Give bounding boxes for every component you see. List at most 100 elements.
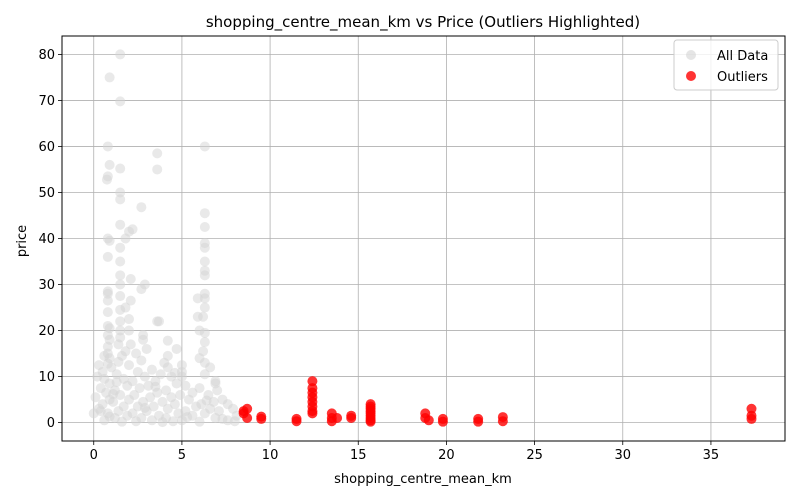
all-data-point (150, 381, 161, 392)
all-data-point (180, 380, 191, 391)
legend-box (673, 39, 779, 91)
all-data-point (199, 208, 210, 219)
all-data-point (145, 392, 156, 403)
all-data-point (102, 251, 113, 262)
all-data-point (161, 385, 172, 396)
x-tick-label: 5 (178, 448, 186, 463)
all-data-point (162, 362, 173, 373)
outlier-point (365, 416, 376, 427)
all-data-point (157, 417, 168, 428)
all-data-point (153, 316, 164, 327)
legend: All Data Outliers (673, 39, 779, 91)
all-data-point (124, 325, 135, 336)
all-data-point (115, 242, 126, 253)
all-data-point (183, 394, 194, 405)
all-data-point (131, 348, 142, 359)
outlier-point (423, 415, 434, 426)
all-data-point (162, 403, 173, 414)
all-data-point (115, 219, 126, 230)
all-data-point (205, 362, 216, 373)
outlier-point (473, 416, 484, 427)
legend-marker-all-data (686, 50, 696, 60)
series-all-data (88, 49, 242, 428)
legend-label-all-data: All Data (717, 49, 768, 64)
all-data-point (171, 343, 182, 354)
all-data-point (106, 362, 117, 373)
y-tick-label: 0 (47, 416, 55, 431)
all-data-point (182, 412, 193, 423)
all-data-point (141, 343, 152, 354)
x-tick-label: 20 (438, 448, 455, 463)
all-data-point (201, 395, 212, 406)
y-tick-label: 10 (38, 370, 55, 385)
all-data-point (199, 141, 210, 152)
all-data-point (115, 270, 126, 281)
all-data-point (139, 371, 150, 382)
all-data-point (199, 256, 210, 267)
all-data-point (115, 316, 126, 327)
all-data-point (199, 369, 210, 380)
all-data-point (199, 293, 210, 304)
x-tick-label: 35 (703, 448, 720, 463)
all-data-point (102, 141, 113, 152)
all-data-point (102, 288, 113, 299)
all-data-point (136, 202, 147, 213)
all-data-point (134, 383, 145, 394)
all-data-point (138, 334, 149, 345)
x-tick-label: 0 (90, 448, 98, 463)
all-data-point (136, 355, 147, 366)
outlier-point (307, 408, 318, 419)
all-data-point (115, 49, 126, 60)
all-data-point (131, 416, 142, 427)
x-axis-label: shopping_centre_mean_km (334, 472, 512, 487)
x-tick-label: 15 (350, 448, 367, 463)
all-data-point (99, 350, 110, 361)
all-data-point (122, 380, 133, 391)
x-tick-label: 10 (262, 448, 279, 463)
all-data-point (199, 408, 210, 419)
all-data-point (199, 270, 210, 281)
all-data-point (229, 416, 240, 427)
all-data-point (194, 383, 205, 394)
all-data-point (212, 385, 223, 396)
outlier-point (291, 416, 302, 427)
all-data-point (152, 148, 163, 159)
all-data-point (125, 295, 136, 306)
x-axis-ticks: 0 5 10 15 20 25 30 35 (90, 441, 720, 463)
y-tick-label: 50 (38, 186, 55, 201)
x-tick-label: 25 (526, 448, 543, 463)
all-data-point (102, 341, 113, 352)
all-data-point (146, 415, 157, 426)
outlier-point (497, 416, 508, 427)
all-data-point (108, 396, 119, 407)
data-points (88, 49, 757, 428)
all-data-point (104, 159, 115, 170)
outlier-point (746, 413, 757, 424)
all-data-point (199, 242, 210, 253)
x-tick-label: 30 (614, 448, 631, 463)
all-data-point (101, 174, 112, 185)
all-data-point (95, 406, 106, 417)
all-data-point (113, 356, 124, 367)
all-data-point (125, 274, 136, 284)
grid-lines (62, 36, 785, 441)
all-data-point (120, 233, 131, 244)
y-tick-label: 40 (38, 232, 55, 247)
all-data-point (124, 314, 135, 325)
all-data-point (171, 378, 182, 389)
all-data-point (217, 413, 228, 424)
all-data-point (115, 256, 126, 267)
all-data-point (115, 304, 126, 315)
all-data-point (132, 366, 143, 377)
all-data-point (111, 369, 122, 380)
all-data-point (104, 72, 115, 83)
chart-title: shopping_centre_mean_km vs Price (Outlie… (206, 13, 640, 32)
y-tick-label: 30 (38, 278, 55, 293)
all-data-point (192, 311, 203, 322)
all-data-point (124, 360, 135, 371)
all-data-point (169, 367, 180, 378)
outlier-point (256, 413, 267, 424)
series-outliers (238, 376, 757, 427)
all-data-point (157, 396, 168, 407)
all-data-point (191, 401, 202, 412)
